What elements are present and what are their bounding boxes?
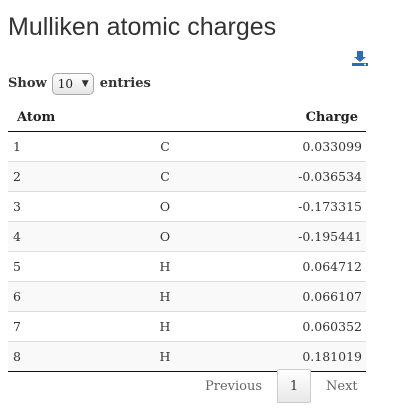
cell-element: O <box>138 221 192 252</box>
cell-atom: 3 <box>8 191 138 222</box>
cell-element: O <box>138 191 192 222</box>
charges-table: Atom Charge 1 C 0.033099 2 C -0.036534 3… <box>8 103 366 372</box>
cell-charge: 0.066107 <box>192 281 366 312</box>
page-title: Mulliken atomic charges <box>8 13 277 41</box>
table-row: 4 O -0.195441 <box>8 221 366 252</box>
table-row: 1 C 0.033099 <box>8 132 366 162</box>
download-icon[interactable] <box>352 51 368 66</box>
cell-atom: 8 <box>8 341 138 372</box>
page-1-button[interactable]: 1 <box>277 369 312 403</box>
cell-atom: 7 <box>8 311 138 342</box>
table-row: 7 H 0.060352 <box>8 311 366 342</box>
table-row: 3 O -0.173315 <box>8 191 366 222</box>
cell-charge: -0.173315 <box>192 191 366 222</box>
cell-element: H <box>138 251 192 282</box>
table-row: 5 H 0.064712 <box>8 251 366 282</box>
cell-charge: 0.060352 <box>192 311 366 342</box>
cell-charge: 0.033099 <box>302 139 362 154</box>
show-label: Show <box>8 76 47 91</box>
cell-atom: 1 <box>13 139 21 154</box>
cell-atom: 4 <box>8 221 138 252</box>
entries-length-control: Show 10 ▼ entries <box>8 72 151 96</box>
entries-label: entries <box>99 76 151 91</box>
table-row: 2 C -0.036534 <box>8 161 366 192</box>
table-row: 6 H 0.066107 <box>8 281 366 312</box>
pagination: Previous 1 Next <box>192 369 371 403</box>
entries-select[interactable]: 10 ▼ <box>51 73 94 95</box>
entries-select-value: 10 <box>57 77 73 91</box>
previous-page-button[interactable]: Previous <box>205 378 263 394</box>
column-header-charge[interactable]: Charge <box>192 103 366 132</box>
cell-atom: 6 <box>8 281 138 312</box>
cell-charge: 0.181019 <box>192 341 366 372</box>
chevron-down-icon: ▼ <box>81 79 89 89</box>
cell-charge: -0.036534 <box>192 161 366 192</box>
table-header-row: Atom Charge <box>8 103 366 132</box>
column-header-atom[interactable]: Atom <box>8 103 138 132</box>
cell-element: C <box>160 139 170 154</box>
cell-element: H <box>138 281 192 312</box>
column-header-element[interactable] <box>138 103 192 132</box>
table-row: 8 H 0.181019 <box>8 341 366 372</box>
cell-atom: 5 <box>8 251 138 282</box>
cell-charge: -0.195441 <box>192 221 366 252</box>
cell-element: H <box>138 341 192 372</box>
cell-charge: 0.064712 <box>192 251 366 282</box>
cell-element: H <box>138 311 192 342</box>
cell-element: C <box>138 161 192 192</box>
cell-atom: 2 <box>8 161 138 192</box>
next-page-button[interactable]: Next <box>326 378 358 394</box>
